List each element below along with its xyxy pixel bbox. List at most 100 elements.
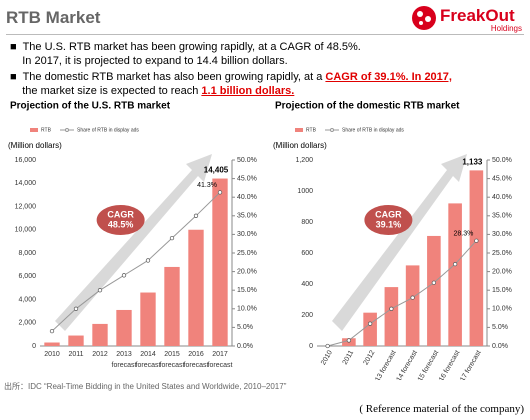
share-marker — [49, 328, 55, 334]
x-tick-note: forecast — [208, 362, 233, 369]
x-tick-label: 2011 — [68, 351, 83, 358]
share-marker — [121, 273, 127, 278]
legend-swatch — [30, 128, 38, 132]
share-marker — [452, 262, 458, 267]
y-tick-label: 10,000 — [15, 227, 37, 234]
logo-icon — [412, 6, 436, 30]
share-line — [51, 192, 221, 332]
share-marker — [410, 295, 415, 300]
bar — [212, 178, 228, 346]
bullet-text: the market size is expected to reach — [22, 85, 202, 97]
highlight: CAGR of 39.1%. In 2017, — [325, 71, 452, 83]
value-label: 1,133 — [462, 157, 483, 166]
cagr-badge — [364, 205, 413, 235]
y2-tick-label: 10.0% — [492, 306, 512, 313]
legend-label: RTB — [306, 127, 317, 133]
axis-label: (Million dollars) — [273, 141, 327, 150]
y2-tick-label: 5.0% — [237, 324, 253, 331]
trend-arrow — [55, 154, 212, 331]
value-label: 41.3% — [197, 182, 217, 189]
y2-tick-label: 20.0% — [237, 268, 257, 275]
reference: ( Reference material of the company) — [359, 403, 524, 415]
cagr-badge — [96, 205, 145, 235]
x-tick-label: 2011 — [342, 349, 356, 366]
y2-tick-label: 0.0% — [237, 343, 253, 350]
x-tick-label: 2010 — [44, 351, 60, 358]
legend-swatch — [295, 128, 303, 132]
share-line — [327, 240, 477, 347]
share-marker — [97, 288, 103, 293]
y2-tick-label: 20.0% — [492, 268, 512, 275]
share-marker — [431, 280, 437, 285]
y2-tick-label: 35.0% — [237, 213, 257, 220]
y2-tick-label: 45.0% — [237, 175, 257, 182]
x-tick-label: 2014 — [140, 351, 156, 358]
x-tick-label: 2012 — [92, 351, 108, 358]
x-tick-note: forecast — [112, 362, 137, 369]
logo-sub: Holdings — [490, 24, 522, 33]
axis-label: (Million dollars) — [8, 141, 62, 150]
share-marker — [474, 238, 479, 243]
bar — [405, 265, 420, 346]
y2-tick-label: 40.0% — [492, 194, 512, 201]
y2-tick-label: 30.0% — [237, 231, 257, 238]
legend-label: Share of RTB in display ads — [77, 127, 139, 133]
divider — [6, 34, 524, 35]
x-tick-label: 2016 — [188, 351, 204, 358]
legend-label: Share of RTB in display ads — [342, 127, 404, 133]
y2-tick-label: 15.0% — [492, 287, 512, 294]
x-tick-note: forecast — [184, 362, 209, 369]
bar — [427, 235, 441, 346]
x-tick-label: 2010 — [320, 349, 334, 366]
share-marker — [367, 321, 373, 326]
trend-arrow — [332, 154, 467, 331]
x-tick-label: 2015 — [164, 351, 180, 358]
value-label: 28.3% — [454, 231, 474, 238]
cagr-text: CAGR — [375, 209, 402, 219]
value-label: 14,405 — [204, 166, 229, 175]
y-tick-label: 400 — [301, 281, 313, 288]
y2-tick-label: 15.0% — [237, 287, 257, 294]
y-tick-label: 600 — [301, 250, 313, 257]
bar — [469, 170, 484, 346]
y2-tick-label: 50.0% — [237, 157, 257, 164]
highlight: 1.1 billion dollars. — [201, 85, 295, 97]
chart-title: Projection of the U.S. RTB market — [10, 101, 171, 112]
x-tick-label: 2012 — [363, 349, 377, 366]
logo-text: FreakOut — [440, 6, 515, 25]
y-tick-label: 0 — [32, 343, 36, 350]
y2-tick-label: 5.0% — [492, 324, 508, 331]
share-marker — [193, 213, 199, 218]
y-tick-label: 16,000 — [15, 157, 37, 164]
cagr-text: CAGR — [107, 209, 134, 219]
x-tick-label: 2013 — [116, 351, 132, 358]
y2-tick-label: 35.0% — [492, 213, 512, 220]
legend-label: RTB — [41, 127, 52, 133]
share-marker — [346, 338, 352, 343]
bar — [448, 203, 462, 346]
bar — [164, 266, 180, 346]
y-tick-label: 14,000 — [15, 180, 37, 187]
y2-tick-label: 10.0% — [237, 306, 257, 313]
cagr-text: 39.1% — [376, 219, 402, 229]
y2-tick-label: 25.0% — [492, 250, 512, 257]
y2-tick-label: 30.0% — [492, 231, 512, 238]
bullet-text: The U.S. RTB market has been growing rap… — [22, 41, 361, 53]
y2-tick-label: 50.0% — [492, 157, 512, 164]
slide-title: RTB Market — [6, 8, 101, 27]
share-marker — [389, 306, 394, 311]
y-tick-label: 0 — [309, 343, 313, 350]
bar — [140, 292, 156, 346]
y-tick-label: 800 — [301, 219, 313, 226]
bar — [188, 229, 204, 346]
y-tick-label: 1000 — [297, 188, 313, 195]
x-tick-label: 2017 — [212, 351, 228, 358]
y-tick-label: 8,000 — [18, 250, 36, 257]
y2-tick-label: 25.0% — [237, 250, 257, 257]
legend-marker — [65, 128, 69, 132]
source: 出所：IDC “Real-Time Bidding in the United … — [4, 382, 287, 391]
charts: Projection of the U.S. RTB market (Millio… — [8, 101, 512, 380]
y-tick-label: 4,000 — [18, 296, 36, 303]
bar — [92, 323, 108, 346]
